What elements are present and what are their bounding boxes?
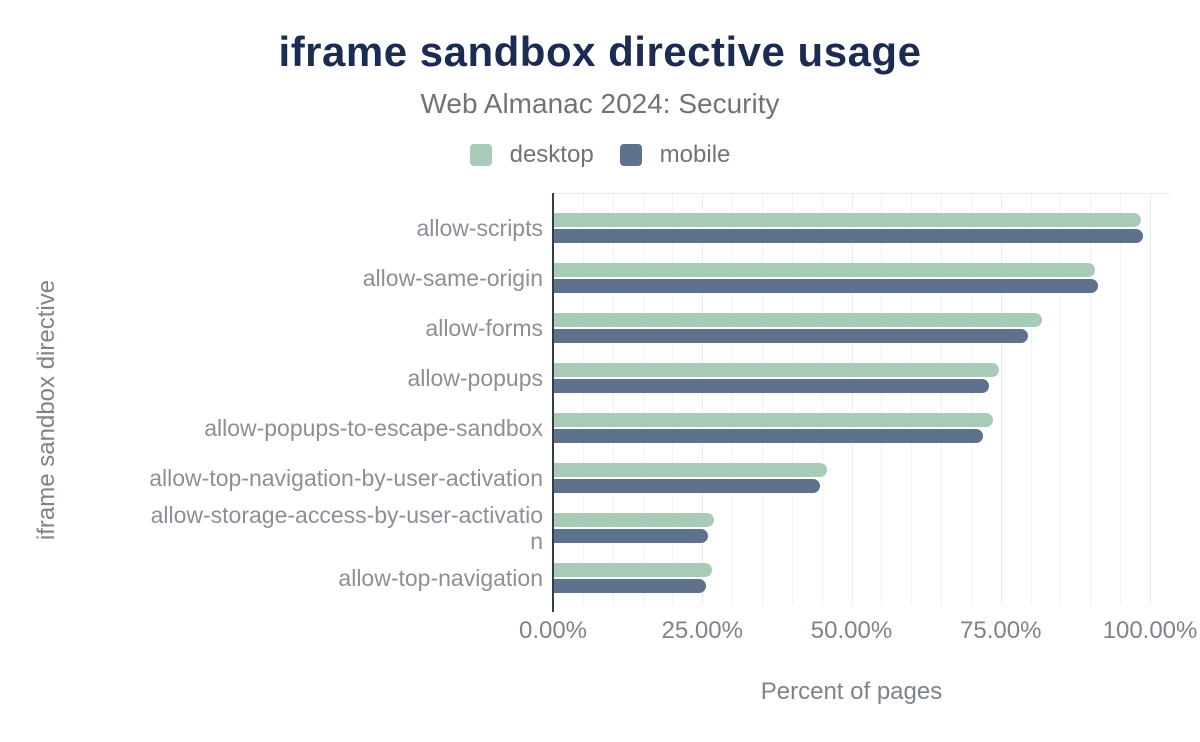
chart-title: iframe sandbox directive usage (278, 28, 922, 75)
x-tick-label: 0.00% (518, 617, 588, 644)
gridline-45 (821, 193, 823, 605)
y-axis-title: iframe sandbox directive (33, 279, 60, 541)
gridline-75 (1000, 193, 1002, 605)
gridline-60 (911, 193, 913, 605)
bar-desktop (554, 263, 1096, 277)
bar-desktop (554, 513, 715, 527)
mobile-swatch-icon (619, 144, 642, 166)
bar-mobile (554, 429, 983, 443)
gridline-90 (1090, 193, 1092, 605)
x-tick-label: 100.00% (1102, 617, 1198, 644)
gridline-35 (761, 193, 763, 605)
bar-mobile (554, 529, 709, 543)
bar-desktop (554, 313, 1042, 327)
gridline-80 (1030, 193, 1032, 605)
bar-mobile (554, 329, 1029, 343)
category-label: allow-top-navigation (338, 565, 543, 591)
bar-mobile (554, 579, 706, 593)
bar-desktop (554, 563, 712, 577)
bar-desktop (554, 463, 828, 477)
category-label: allow-scripts (416, 215, 543, 241)
gridline-30 (732, 193, 734, 605)
gridline-40 (791, 193, 793, 605)
bar-mobile (554, 379, 989, 393)
y-axis-baseline (552, 193, 554, 612)
x-tick-label: 75.00% (960, 617, 1042, 644)
desktop-swatch-icon (469, 144, 492, 166)
x-axis-title: Percent of pages (760, 678, 943, 705)
category-label: allow-storage-access-by-user-activation (150, 502, 543, 554)
bar-desktop (554, 363, 999, 377)
gridline-50 (851, 193, 853, 605)
plot-top-border (553, 193, 1170, 194)
gridline-10 (612, 193, 614, 605)
legend-label: desktop (509, 141, 594, 168)
gridline-55 (881, 193, 883, 605)
gridline-20 (672, 193, 674, 605)
category-label: allow-popups-to-escape-sandbox (204, 415, 543, 441)
gridline-5 (582, 193, 584, 605)
gridline-15 (642, 193, 644, 605)
bar-mobile (554, 279, 1099, 293)
chart-subtitle: Web Almanac 2024: Security (420, 88, 780, 119)
bar-mobile (554, 229, 1143, 243)
category-label: allow-same-origin (362, 265, 543, 291)
gridline-25 (702, 193, 704, 605)
gridline-100 (1150, 193, 1151, 605)
x-tick-label: 25.00% (661, 617, 743, 644)
category-label: allow-top-navigation-by-user-activation (149, 465, 543, 491)
gridline-70 (970, 193, 972, 605)
bar-mobile (554, 479, 820, 493)
gridline-65 (941, 193, 943, 605)
gridline-85 (1060, 193, 1062, 605)
gridline-95 (1120, 193, 1122, 605)
legend: desktop mobile (0, 141, 1200, 169)
bar-desktop (554, 213, 1142, 227)
legend-label: mobile (659, 141, 731, 168)
legend-item-desktop: desktop (469, 141, 594, 169)
x-tick-label: 50.00% (810, 617, 893, 644)
category-label: allow-forms (425, 315, 543, 341)
bar-desktop (554, 413, 993, 427)
category-label: allow-popups (407, 365, 543, 391)
legend-item-mobile: mobile (619, 141, 731, 169)
